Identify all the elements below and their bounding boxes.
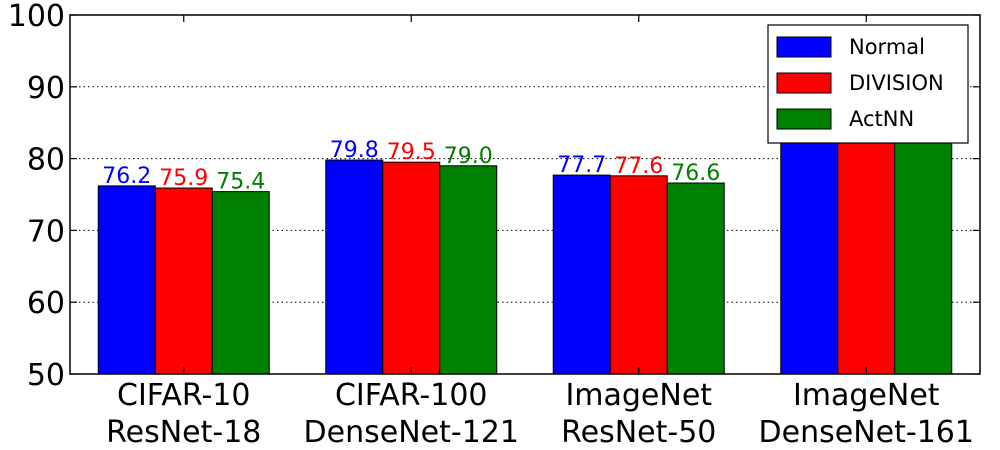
grid-lines (70, 86, 980, 303)
data-label: 75.9 (159, 166, 208, 191)
bar (439, 165, 498, 375)
bar (325, 159, 384, 375)
data-label: 76.6 (671, 161, 720, 186)
bar (154, 187, 213, 375)
plot-frame (69, 14, 981, 375)
y-tick-label: 50 (27, 358, 65, 393)
data-label: 79.8 (330, 138, 379, 163)
x-tick-label: DenseNet-121 (304, 415, 519, 450)
data-labels: 76.2 75.9 75.4 79.8 79.5 79.0 77.7 77.6 76.6 (102, 138, 720, 195)
legend: Normal DIVISION ActNN (767, 24, 969, 144)
y-tick-label: 70 (27, 214, 65, 249)
legend-label: ActNN (849, 107, 914, 131)
legend-swatch (776, 36, 832, 58)
x-tick-label: CIFAR-100 (335, 378, 488, 413)
data-label: 75.4 (216, 170, 265, 195)
x-tick-label: DenseNet-161 (759, 415, 974, 450)
data-label: 79.5 (387, 140, 436, 165)
y-tick-label: 60 (27, 286, 65, 321)
y-axis-ticks: 50 60 70 80 90 100 (8, 0, 980, 393)
legend-swatch (776, 108, 832, 130)
data-label: 76.2 (102, 164, 151, 189)
bar (97, 185, 156, 375)
x-tick-label: ResNet-50 (561, 415, 716, 450)
bar (552, 174, 611, 375)
y-tick-label: 90 (27, 71, 65, 106)
legend-label: Normal (849, 35, 925, 59)
data-label: 77.7 (557, 153, 606, 178)
data-label: 77.6 (614, 154, 663, 179)
bar (666, 182, 725, 375)
x-tick-label: ImageNet (793, 378, 940, 413)
legend-swatch (776, 72, 832, 94)
bar (609, 175, 668, 375)
y-tick-label: 100 (8, 0, 65, 34)
x-tick-label: ImageNet (565, 378, 712, 413)
bar (382, 161, 441, 375)
bar (211, 191, 270, 375)
data-label: 79.0 (444, 144, 493, 169)
x-tick-label: CIFAR-10 (117, 378, 250, 413)
x-tick-label: ResNet-18 (106, 415, 261, 450)
legend-label: DIVISION (849, 71, 944, 95)
y-tick-label: 80 (27, 143, 65, 178)
